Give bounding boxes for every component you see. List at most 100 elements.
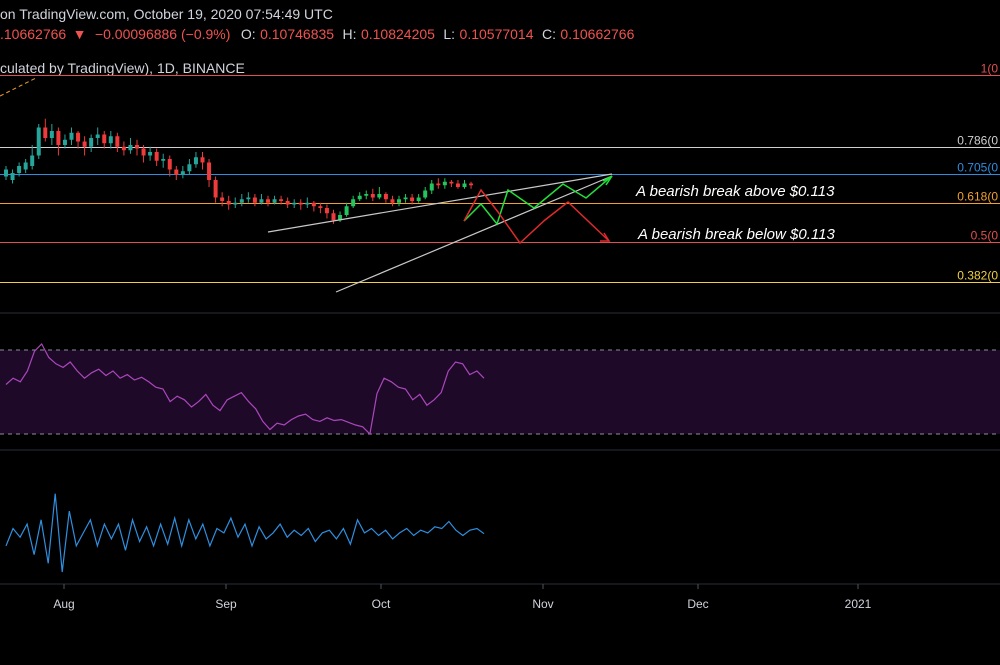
bearish-projection-path <box>463 188 609 245</box>
fib-levels: 1(0 0.786(0 0.705(0 0.618(0 0.5(0 0.382(0 <box>0 62 1000 283</box>
candle-body <box>252 197 257 203</box>
candle-body <box>246 197 251 200</box>
header-open-label: O: <box>241 26 256 42</box>
candle-body <box>266 199 270 203</box>
candle-body <box>62 139 67 145</box>
candles <box>4 118 474 224</box>
candle-body <box>161 159 166 161</box>
x-axis-label: Aug <box>53 597 74 611</box>
candle-body <box>318 206 323 208</box>
x-axis-label: 2021 <box>845 597 872 611</box>
candle-body <box>383 194 388 200</box>
candle-body <box>187 164 192 172</box>
candle-body <box>49 131 54 138</box>
candle-body <box>397 199 401 203</box>
candle-body <box>351 199 356 207</box>
candle-body <box>154 152 159 161</box>
candle-body <box>298 202 303 205</box>
candle-body <box>272 199 277 203</box>
candle-body <box>403 197 408 200</box>
header-high-label: H: <box>343 26 357 42</box>
candle-body <box>17 166 22 173</box>
x-axis-label: Nov <box>532 597 553 611</box>
dashed-trend-line <box>0 77 37 97</box>
candle-body <box>43 127 48 138</box>
bullish-projection-arrowhead <box>602 175 613 186</box>
candle-body <box>115 136 120 147</box>
header-price: .10662766 <box>0 26 66 42</box>
candle-body <box>449 181 454 184</box>
annotation-break-below: A bearish break below $0.113 <box>637 226 835 243</box>
candle-body <box>128 145 133 151</box>
candle-body <box>226 201 231 205</box>
wedge-upper-line <box>267 173 613 233</box>
candle-body <box>462 183 467 187</box>
candle-body <box>10 173 15 180</box>
fib-label-0: 1(0 <box>981 62 999 76</box>
candle-body <box>292 202 297 205</box>
candle-body <box>370 194 375 198</box>
candle-body <box>436 183 441 186</box>
candle-body <box>423 190 428 198</box>
candle-body <box>69 132 74 140</box>
candle-body <box>357 195 362 200</box>
candle-body <box>429 183 434 191</box>
fib-label-4: 0.5(0 <box>971 229 999 243</box>
x-axis-label: Sep <box>215 597 237 611</box>
candle-body <box>135 145 139 149</box>
header-down-arrow: ▼ <box>73 26 87 42</box>
header-ohlc-line: .10662766 ▼ −0.00096886 (−0.9%) O: 0.107… <box>0 26 635 43</box>
candle-body <box>331 213 336 221</box>
candle-body <box>455 183 460 187</box>
header-high: 0.10824205 <box>361 26 435 42</box>
candle-body <box>279 199 284 201</box>
fib-label-3: 0.618(0 <box>957 190 998 204</box>
rsi-band <box>0 350 1000 434</box>
candle-body <box>305 202 310 205</box>
fib-label-1: 0.786(0 <box>957 134 998 148</box>
header-low-label: L: <box>443 26 455 42</box>
x-axis-label: Oct <box>372 597 391 611</box>
header-close-label: C: <box>542 26 556 42</box>
candle-body <box>311 202 316 207</box>
candle-body <box>141 148 146 156</box>
candle-body <box>344 206 349 215</box>
rsi-line <box>5 342 485 436</box>
candle-body <box>390 199 395 203</box>
candle-body <box>180 171 185 175</box>
x-axis-label: Dec <box>687 597 708 611</box>
header-change: −0.00096886 (−0.9%) <box>95 26 230 42</box>
candle-body <box>338 215 343 221</box>
candle-body <box>285 201 290 205</box>
candle-body <box>174 169 179 175</box>
candle-body <box>82 141 87 147</box>
candle-body <box>102 134 107 144</box>
candle-body <box>377 194 382 198</box>
oscillator-line <box>5 493 485 573</box>
header-open: 0.10746835 <box>260 26 334 42</box>
candle-body <box>167 159 172 170</box>
header-symbol-line: culated by TradingView), 1D, BINANCE <box>0 60 245 76</box>
bullish-projection-path <box>463 175 613 226</box>
candle-body <box>36 127 41 156</box>
candle-body <box>89 138 94 147</box>
fib-label-2: 0.705(0 <box>957 161 998 175</box>
wedge-lower-line <box>335 175 613 293</box>
candle-body <box>95 134 100 138</box>
header-close: 0.10662766 <box>560 26 634 42</box>
candle-body <box>324 208 329 214</box>
candle-body <box>121 146 126 151</box>
candle-body <box>220 197 225 201</box>
candle-body <box>259 199 264 203</box>
candle-body <box>364 194 369 196</box>
candle-body <box>416 197 421 201</box>
candle-body <box>213 180 218 198</box>
candle-body <box>469 183 474 186</box>
bearish-projection-arrowhead <box>600 232 611 242</box>
candle-body <box>410 197 415 201</box>
candle-body <box>207 162 212 180</box>
candle-body <box>233 202 238 205</box>
candle-body <box>23 162 28 170</box>
